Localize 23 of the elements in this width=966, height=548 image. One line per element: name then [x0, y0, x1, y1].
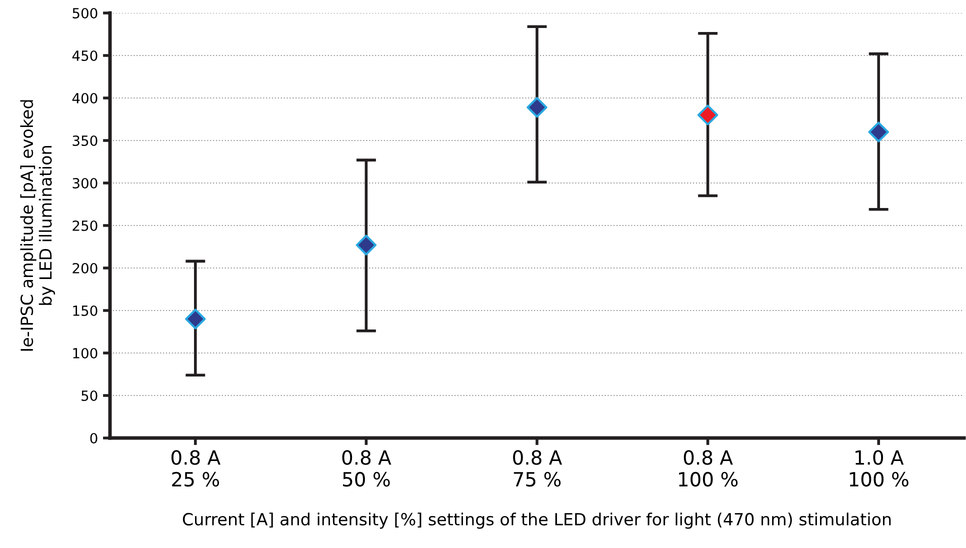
y-tick-label: 150: [73, 305, 98, 316]
y-tick-label: 450: [72, 50, 98, 61]
x-tick-label: 1.0 A 100 %: [850, 450, 908, 487]
x-tick-label: 0.8 A 75 %: [513, 450, 562, 487]
point: [868, 122, 889, 142]
y-tick-label: 0: [90, 432, 98, 444]
x-tick-label: 0.8 A 50 %: [342, 450, 392, 487]
y-tick-label: 500: [72, 8, 98, 18]
x-axis-title: Current [A] and intensity [%] settings of the LED driver for light (470 nm) stimulation: [182, 512, 891, 529]
y-tick-label: 400: [72, 92, 98, 104]
y-tick-label: 300: [72, 178, 98, 188]
y-tick-label: 100: [73, 348, 98, 358]
y-tick-label: 50: [82, 390, 98, 401]
point: [526, 96, 548, 118]
point: [356, 234, 377, 256]
point: [697, 104, 718, 126]
y-tick-label: 250: [72, 220, 98, 231]
point: [185, 308, 206, 330]
x-tick-label: 0.8 A 100 %: [679, 450, 738, 487]
y-axis-title: Ie-IPSC amplitude [pA] evoked by LED illumination: [20, 100, 56, 351]
y-tick-label: 200: [72, 262, 98, 274]
x-tick-label: 0.8 A 25 %: [171, 450, 220, 487]
y-tick-label: 350: [72, 135, 98, 146]
